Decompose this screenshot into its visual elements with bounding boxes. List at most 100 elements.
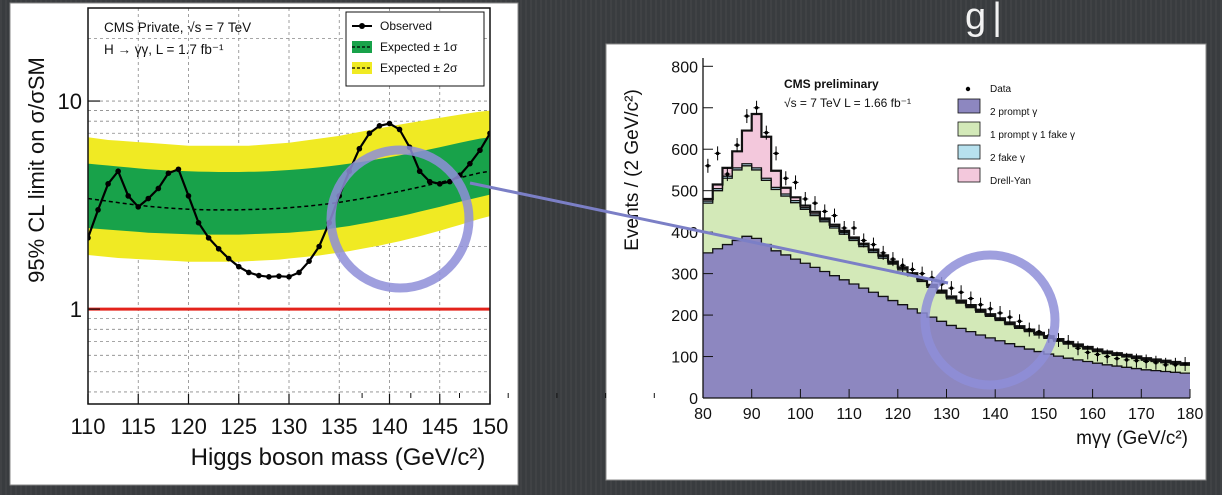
left-observed-point	[135, 204, 142, 210]
right-x-tick-label: 110	[836, 406, 862, 423]
right-data-point	[1008, 315, 1012, 319]
left-observed-point	[426, 178, 433, 185]
right-data-point	[988, 307, 993, 311]
left-x-tick-label: 150	[472, 414, 509, 439]
right-x-tick-label: 80	[694, 406, 712, 423]
right-x-tick-label: 90	[743, 406, 761, 423]
left-annotation-line: H → γγ, L = 1.7 fb⁻¹	[104, 42, 224, 57]
right-data-point	[1037, 329, 1041, 334]
right-area-1prompt1fake	[703, 165, 1190, 374]
left-observed-point	[225, 255, 232, 262]
left-observed-point	[95, 207, 101, 213]
left-y-axis-label: 95% CL limit on σ/σSM	[24, 57, 49, 283]
right-data-point	[774, 151, 778, 156]
left-observed-point	[316, 243, 322, 250]
right-data-point	[1105, 354, 1110, 359]
right-legend-entry: 1 prompt γ 1 fake γ	[990, 130, 1075, 141]
right-data-point	[998, 311, 1002, 315]
right-data-point	[754, 105, 759, 110]
right-data-point	[1076, 346, 1080, 351]
right-x-tick-label: 100	[787, 406, 814, 423]
left-observed-point	[215, 245, 222, 252]
right-data-point	[735, 143, 739, 147]
right-data-point	[1173, 363, 1178, 367]
right-x-tick-label: 170	[1128, 406, 1155, 423]
right-data-point	[1066, 340, 1071, 344]
right-data-point	[891, 257, 895, 261]
left-observed-point	[296, 269, 302, 276]
left-observed-point	[396, 126, 403, 133]
right-data-point	[910, 267, 915, 272]
right-y-tick-label: 300	[671, 267, 698, 284]
left-x-tick-label: 140	[371, 414, 408, 439]
left-x-tick-label: 115	[121, 414, 156, 439]
right-legend-entry: Drell-Yan	[990, 176, 1031, 187]
right-x-tick-label: 150	[1031, 406, 1058, 423]
right-data-point	[852, 226, 856, 230]
left-observed-point	[306, 258, 312, 264]
right-data-point	[1154, 360, 1158, 365]
left-highlight-circle	[326, 145, 474, 293]
left-observed-point	[125, 193, 131, 199]
right-data-point	[1095, 352, 1100, 357]
right-data-point	[959, 290, 963, 295]
right-data-point	[842, 226, 847, 230]
right-data-point	[978, 302, 983, 307]
left-observed-point	[115, 168, 121, 175]
right-legend-entry: 2 prompt γ	[990, 107, 1037, 118]
left-observed-point	[185, 193, 192, 199]
right-data-point	[969, 296, 973, 301]
connector-line	[469, 181, 949, 285]
left-y-tick-label: 1	[70, 297, 82, 322]
slide-title-fragment: ɡ|	[965, 0, 1009, 38]
right-x-tick-label: 120	[884, 406, 911, 423]
left-observed-point	[386, 120, 393, 127]
right-annotation-line: √s = 7 TeV L = 1.66 fb⁻¹	[784, 96, 911, 110]
left-legend: Observed Expected ± 1σ Expected ± 2σ	[345, 11, 485, 87]
right-data-point	[861, 238, 866, 243]
left-observed-point	[105, 181, 111, 187]
left-observed-point	[165, 170, 172, 177]
right-data-point	[803, 197, 808, 201]
right-data-point	[1085, 350, 1090, 355]
left-observed-point	[376, 123, 383, 129]
right-y-tick-label: 0	[689, 391, 698, 408]
left-observed-point	[195, 219, 202, 226]
left-legend-entry: Expected ± 2σ	[380, 61, 458, 75]
left-observed-point	[256, 272, 262, 279]
right-data-point	[822, 209, 827, 214]
right-data-point	[832, 213, 837, 218]
left-band-1sigma	[88, 137, 490, 235]
left-expected-line	[88, 170, 490, 211]
left-annotation-line: CMS Private, √s = 7 TeV	[104, 20, 251, 35]
left-x-tick-label: 130	[271, 414, 308, 439]
left-observed-point	[356, 145, 363, 152]
right-y-tick-label: 100	[671, 350, 698, 367]
right-legend: Data 2 prompt γ 1 prompt γ 1 fake γ 2 fake …	[957, 84, 1075, 187]
right-x-tick-label: 180	[1177, 406, 1204, 423]
right-x-tick-label: 130	[933, 406, 960, 423]
left-observed-point	[155, 185, 162, 192]
right-y-tick-label: 800	[671, 59, 698, 76]
right-data-point	[1134, 358, 1139, 363]
right-data-point	[706, 164, 710, 168]
right-legend-data-marker	[965, 86, 971, 92]
left-observed-point	[467, 160, 473, 167]
right-area-drellyan	[703, 113, 1190, 365]
right-data-point	[813, 201, 817, 205]
left-observed-point	[366, 130, 373, 137]
right-data-point	[1056, 338, 1061, 342]
right-data-point	[1115, 356, 1119, 361]
right-y-tick-label: 500	[671, 184, 698, 201]
left-x-tick-label: 135	[321, 414, 358, 439]
right-data-point	[949, 286, 954, 290]
left-observed-point	[286, 274, 292, 280]
right-x-tick-label: 160	[1079, 406, 1106, 423]
right-legend-entry: Data	[990, 84, 1012, 95]
right-area-2prompt-outline	[703, 235, 1190, 374]
right-chart: 80 90 100 110 120 130 140 150 160 170 180 0 100 200 30…	[361, 43, 1207, 481]
right-data-point	[1017, 319, 1022, 324]
